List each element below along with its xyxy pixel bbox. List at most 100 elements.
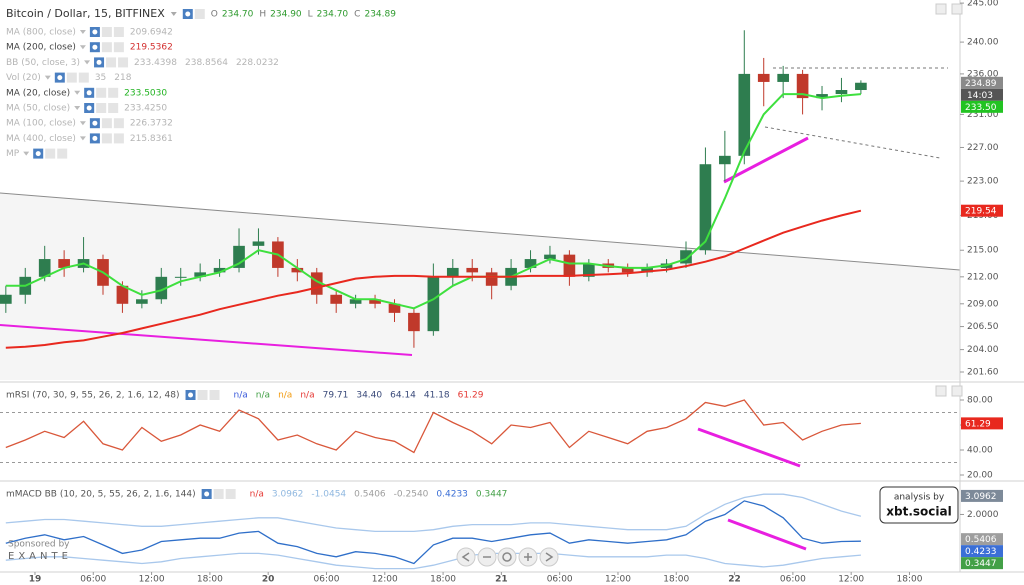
x-tick-label: 12:00 — [605, 575, 631, 585]
y-tick-label: 231.00 — [967, 110, 999, 120]
dropdown — [79, 136, 86, 141]
dropdown — [170, 12, 177, 16]
candle-body — [233, 245, 245, 268]
y-tick-label: 240.00 — [967, 38, 999, 48]
y-tick-label: 206.50 — [967, 322, 999, 332]
legend-eye — [86, 105, 92, 111]
readout: 34.40 — [356, 391, 382, 401]
nav-button[interactable] — [539, 547, 559, 567]
nav-icon — [502, 552, 512, 562]
legend-button[interactable] — [101, 118, 112, 129]
legend-button[interactable] — [78, 72, 89, 83]
dropdown — [23, 151, 30, 156]
legend-button[interactable] — [106, 57, 117, 68]
ohlc-key: C — [354, 10, 360, 20]
legend-button[interactable] — [96, 103, 107, 113]
legend-button[interactable] — [101, 42, 112, 53]
readout: 61.29 — [458, 391, 484, 401]
chart-title: Bitcoin / Dollar, 15, BITFINEX — [6, 7, 165, 20]
y-tick-label: 245.00 — [967, 0, 999, 9]
readout: 64.14 — [390, 391, 416, 401]
pane-button[interactable] — [951, 385, 963, 397]
legend-button[interactable] — [197, 390, 208, 400]
legend-button[interactable] — [113, 118, 124, 129]
pane-button[interactable] — [935, 385, 947, 397]
price-badge-label: 3.0962 — [965, 492, 997, 502]
candle-body — [330, 294, 343, 304]
indicator-value: 233.4250 — [124, 104, 167, 114]
dropdown — [79, 45, 86, 50]
legend-button[interactable] — [108, 103, 119, 113]
legend-button[interactable] — [209, 390, 220, 400]
legend-button[interactable] — [101, 133, 112, 144]
pane-button[interactable] — [935, 3, 947, 15]
candle-body — [388, 303, 401, 313]
legend-button[interactable] — [101, 27, 112, 37]
dropdown — [44, 75, 51, 80]
series-line — [5, 209, 862, 349]
nav-button[interactable] — [497, 547, 517, 567]
candle-body — [835, 90, 848, 95]
legend-button[interactable] — [194, 9, 205, 19]
legend-button[interactable] — [213, 489, 224, 499]
ohlc-key: L — [308, 10, 313, 20]
candle-body — [213, 267, 226, 273]
nav-icon — [524, 553, 532, 561]
candle-body — [621, 267, 634, 273]
readout: n/a — [250, 490, 264, 500]
legend-button[interactable] — [57, 148, 68, 159]
plots — [0, 30, 960, 570]
legend-button[interactable] — [118, 57, 129, 68]
trendline — [0, 192, 961, 271]
legend-eye — [188, 392, 194, 398]
legend-button[interactable] — [66, 72, 77, 83]
candle-body — [544, 254, 556, 260]
indicator-value: 35 — [95, 73, 106, 83]
readout: 3.0962 — [272, 490, 304, 500]
candle-body — [524, 259, 537, 268]
candle-body — [291, 267, 304, 273]
candle-body — [136, 299, 148, 304]
candle-body — [446, 267, 459, 277]
indicator-name: MA (20, close) — [6, 88, 70, 98]
nav-button[interactable] — [456, 547, 476, 567]
legend-button[interactable] — [113, 27, 124, 37]
candle-body — [38, 259, 51, 277]
legend-eye — [185, 11, 191, 17]
dropdown — [84, 60, 91, 65]
legend-button[interactable] — [113, 133, 124, 144]
legend-button[interactable] — [45, 148, 56, 159]
legend-eye — [92, 44, 98, 50]
legend-button[interactable] — [108, 87, 119, 98]
y-tick-label: 227.00 — [967, 143, 999, 153]
countdown-badge — [961, 88, 1003, 101]
x-tick-label: 22 — [728, 575, 741, 585]
candle-body — [816, 94, 828, 99]
price-badge — [961, 100, 1003, 113]
x-tick-label: 06:00 — [80, 575, 106, 585]
watermark-line: analysis by — [894, 493, 945, 503]
y-tick-label: 40.00 — [967, 446, 993, 456]
indicator-value: 215.8361 — [130, 134, 173, 144]
x-tick-label: 06:00 — [314, 575, 340, 585]
y-tick-label: 223.00 — [967, 177, 999, 187]
x-tick-label: 18:00 — [430, 575, 456, 585]
legend-button[interactable] — [96, 87, 107, 98]
legend-button[interactable] — [113, 42, 124, 53]
candle-body — [174, 276, 187, 278]
price-badge-label: 0.4233 — [965, 547, 997, 557]
candle-body — [58, 259, 70, 268]
legend-button[interactable] — [225, 489, 236, 499]
y-tick-label: 2.0000 — [967, 510, 999, 520]
candle-body — [310, 272, 323, 295]
x-tick-label: 12:00 — [838, 575, 864, 585]
indicator-value: 226.3732 — [130, 119, 173, 129]
price-badge-label: 233.50 — [965, 103, 997, 113]
trendline — [0, 324, 413, 356]
pane-title: mRSI (70, 30, 9, 55, 26, 2, 1.6, 12, 48) — [6, 391, 180, 401]
y-tick-label: 201.60 — [967, 368, 999, 378]
pane-title: mMACD BB (10, 20, 5, 55, 26, 2, 1.6, 144… — [6, 490, 196, 500]
y-tick-label: 215.00 — [967, 246, 999, 256]
pane-button[interactable] — [951, 3, 963, 15]
legend-eye — [92, 135, 98, 141]
